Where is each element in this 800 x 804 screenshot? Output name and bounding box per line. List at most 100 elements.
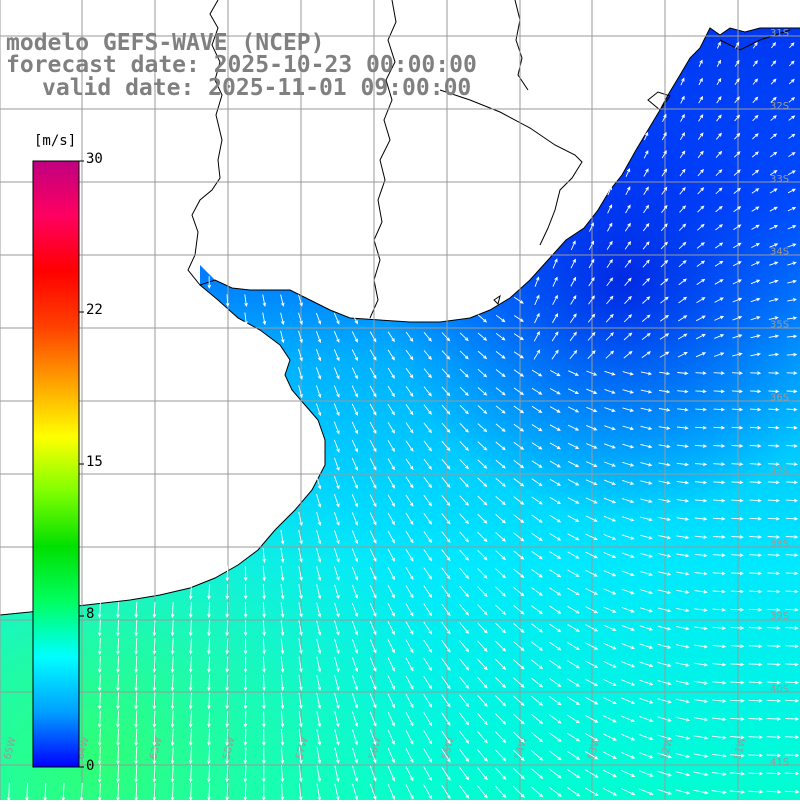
wind-arrow bbox=[298, 692, 303, 710]
wind-arrow bbox=[787, 261, 797, 266]
wind-arrow bbox=[152, 764, 157, 783]
wind-arrow bbox=[477, 676, 488, 689]
wind-arrow bbox=[531, 569, 543, 578]
wind-arrow bbox=[369, 783, 377, 801]
wind-arrow bbox=[549, 587, 562, 596]
wind-arrow bbox=[729, 790, 746, 794]
wind-arrow bbox=[785, 516, 799, 521]
wind-arrow bbox=[752, 60, 758, 67]
wind-arrow bbox=[262, 565, 266, 582]
wind-arrow bbox=[603, 479, 617, 486]
wind-arrow bbox=[788, 152, 796, 157]
wind-arrow bbox=[548, 714, 562, 724]
wind-arrow bbox=[513, 478, 525, 487]
wind-arrow bbox=[513, 315, 524, 322]
wind-arrow bbox=[352, 765, 359, 782]
wind-arrow bbox=[531, 641, 544, 651]
wind-arrow bbox=[605, 350, 615, 359]
wind-arrow bbox=[280, 765, 285, 783]
wind-arrow bbox=[566, 714, 581, 724]
wind-arrow bbox=[351, 675, 359, 691]
wind-arrow bbox=[152, 746, 157, 765]
wind-arrow bbox=[134, 601, 138, 619]
wind-arrow bbox=[513, 659, 525, 670]
wind-arrow bbox=[262, 584, 266, 600]
wind-arrow bbox=[713, 480, 726, 485]
wind-arrow bbox=[712, 571, 726, 576]
lat-label: 41S bbox=[770, 757, 789, 768]
wind-arrow bbox=[787, 225, 797, 230]
wind-arrow bbox=[423, 712, 433, 727]
wind-arrow bbox=[369, 512, 377, 526]
wind-arrow bbox=[369, 331, 377, 343]
colorbar-tick-22: 22 bbox=[86, 302, 103, 318]
wind-arrow bbox=[566, 732, 581, 742]
wind-arrow bbox=[387, 458, 395, 471]
wind-arrow bbox=[333, 439, 340, 453]
wind-arrow bbox=[748, 626, 763, 630]
wind-arrow bbox=[788, 133, 796, 139]
wind-arrow bbox=[549, 569, 562, 578]
wind-arrow bbox=[552, 313, 559, 324]
wind-arrow bbox=[730, 699, 745, 703]
wind-arrow bbox=[622, 407, 635, 412]
wind-arrow bbox=[477, 549, 488, 561]
wind-arrow bbox=[333, 512, 340, 526]
wind-arrow bbox=[441, 766, 451, 781]
wind-arrow bbox=[731, 517, 744, 521]
wind-arrow bbox=[567, 678, 580, 687]
wind-arrow bbox=[530, 768, 544, 779]
wind-arrow bbox=[769, 206, 778, 212]
wind-arrow bbox=[693, 789, 709, 795]
wind-arrow bbox=[423, 567, 432, 580]
wind-arrow bbox=[530, 731, 544, 743]
wind-arrow bbox=[549, 496, 562, 505]
wind-arrow bbox=[477, 586, 488, 598]
wind-arrow bbox=[731, 462, 744, 466]
wind-arrow bbox=[786, 352, 798, 357]
wind-arrow bbox=[750, 334, 761, 339]
wind-arrow bbox=[620, 788, 636, 796]
wind-arrow bbox=[369, 476, 377, 489]
wind-arrow bbox=[714, 260, 724, 267]
wind-arrow bbox=[459, 748, 470, 763]
wind-arrow bbox=[477, 731, 488, 744]
wind-arrow bbox=[679, 132, 686, 141]
lat-label: 32S bbox=[770, 101, 789, 112]
wind-arrow bbox=[531, 387, 543, 395]
wind-arrow bbox=[549, 623, 562, 633]
wind-arrow bbox=[749, 462, 762, 466]
wind-arrow bbox=[602, 751, 618, 759]
wind-arrow bbox=[280, 566, 285, 582]
wind-arrow bbox=[607, 204, 613, 214]
wind-arrow bbox=[752, 114, 759, 122]
wind-arrow bbox=[607, 222, 613, 232]
wind-arrow bbox=[698, 77, 703, 86]
wind-arrow bbox=[675, 680, 690, 686]
wind-arrow bbox=[676, 553, 690, 558]
wind-arrow bbox=[243, 656, 248, 673]
wind-arrow bbox=[770, 60, 777, 67]
wind-arrow bbox=[352, 729, 359, 746]
wind-arrow bbox=[693, 753, 709, 758]
wind-arrow bbox=[767, 608, 781, 612]
wind-arrow bbox=[97, 619, 102, 637]
wind-arrow bbox=[785, 662, 799, 667]
wind-arrow bbox=[549, 478, 562, 486]
wind-arrow bbox=[207, 765, 211, 783]
wind-arrow bbox=[734, 41, 740, 49]
wind-arrow bbox=[712, 626, 727, 630]
wind-arrow bbox=[787, 243, 797, 248]
wind-arrow bbox=[477, 477, 488, 488]
wind-arrow bbox=[116, 601, 120, 619]
wind-arrow bbox=[298, 385, 303, 399]
wind-arrow bbox=[188, 583, 193, 600]
wind-arrow bbox=[170, 710, 175, 729]
wind-arrow bbox=[731, 389, 744, 394]
wind-arrow bbox=[351, 566, 359, 581]
wind-arrow bbox=[586, 388, 598, 394]
wind-arrow bbox=[441, 495, 451, 507]
wind-arrow bbox=[749, 535, 763, 539]
wind-arrow bbox=[225, 656, 229, 673]
wind-arrow bbox=[585, 696, 599, 705]
